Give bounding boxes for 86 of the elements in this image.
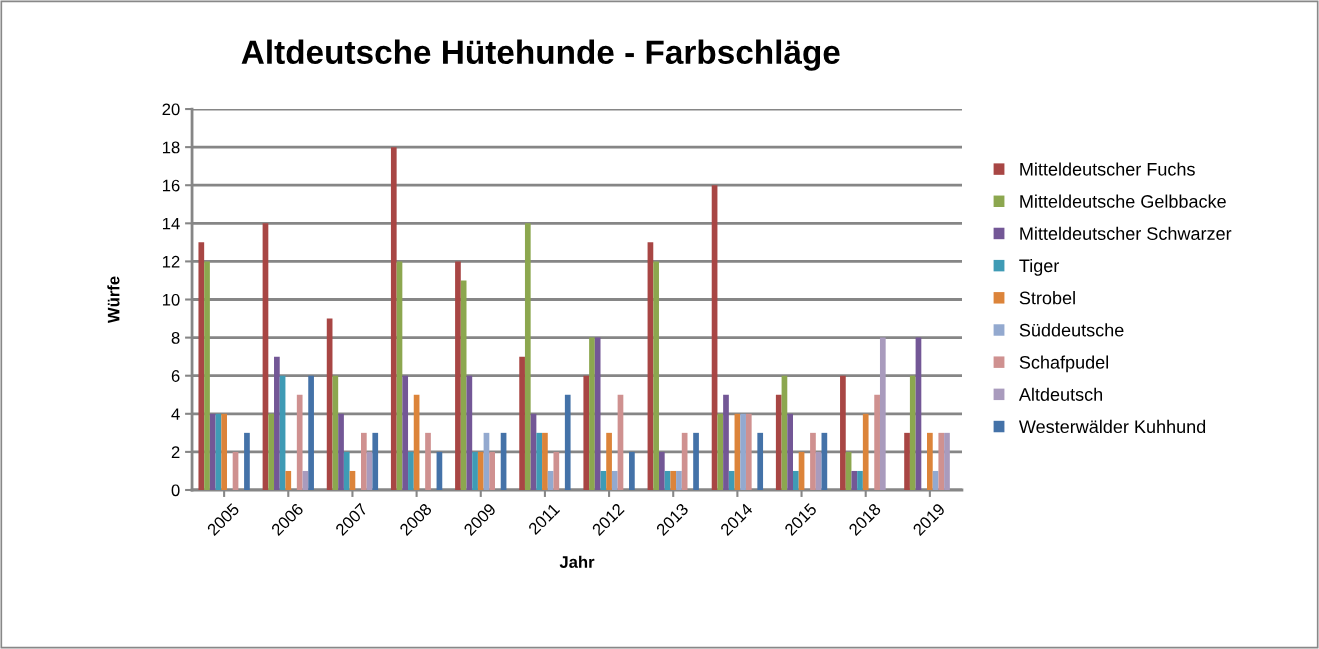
bar bbox=[757, 432, 764, 490]
x-axis-title: Jahr bbox=[559, 555, 595, 568]
legend-label: Mitteldeutsche Gelbbacke bbox=[1020, 194, 1226, 208]
bar bbox=[553, 451, 560, 490]
bar bbox=[455, 261, 461, 490]
y-tick-label: 6 bbox=[171, 370, 180, 382]
legend-label: Strobel bbox=[1019, 291, 1075, 305]
bar bbox=[274, 356, 280, 490]
bar bbox=[209, 413, 216, 490]
bar bbox=[198, 242, 205, 490]
chart-title: Altdeutsche Hütehunde - Farbschläge bbox=[241, 39, 840, 71]
legend-label: Mitteldeutscher Fuchs bbox=[1020, 162, 1195, 176]
bar bbox=[851, 470, 858, 490]
bar bbox=[221, 413, 227, 490]
bar bbox=[408, 451, 414, 490]
bar bbox=[670, 470, 677, 490]
bar bbox=[338, 413, 344, 490]
y-tick-label: 18 bbox=[162, 141, 180, 154]
bar bbox=[425, 432, 431, 490]
bar bbox=[793, 470, 799, 490]
bar bbox=[204, 261, 210, 490]
bar bbox=[390, 147, 397, 490]
bar bbox=[879, 337, 886, 490]
legend-label: Tiger bbox=[1019, 258, 1060, 276]
y-tick-label: 20 bbox=[162, 103, 180, 116]
y-tick-label: 12 bbox=[162, 255, 180, 268]
legend-label: Schafpudel bbox=[1019, 355, 1109, 373]
y-tick-label: 10 bbox=[162, 293, 180, 306]
bar bbox=[944, 432, 950, 490]
bar bbox=[564, 394, 571, 490]
bar bbox=[489, 451, 496, 490]
legend-label: Altdeutsch bbox=[1018, 387, 1103, 401]
bar bbox=[857, 470, 863, 490]
bar bbox=[676, 470, 682, 490]
bar bbox=[519, 356, 525, 490]
bar bbox=[862, 413, 869, 490]
bar bbox=[740, 413, 746, 490]
bar bbox=[460, 280, 467, 490]
bar bbox=[372, 432, 379, 490]
bar bbox=[332, 375, 339, 490]
bar bbox=[717, 413, 724, 490]
bar bbox=[723, 394, 729, 490]
bar bbox=[285, 470, 292, 490]
y-tick-label: 2 bbox=[171, 446, 180, 458]
bar bbox=[874, 394, 880, 490]
legend-label: Süddeutsche bbox=[1019, 323, 1124, 337]
bar bbox=[909, 375, 916, 490]
y-tick-label: 8 bbox=[171, 332, 180, 344]
bar bbox=[611, 470, 618, 490]
bar bbox=[343, 451, 350, 490]
bar bbox=[840, 375, 846, 490]
bar bbox=[402, 375, 409, 490]
legend-label: Mitteldeutscher Schwarzer bbox=[1020, 226, 1232, 240]
bar bbox=[268, 413, 275, 490]
bar bbox=[542, 432, 548, 490]
bar bbox=[472, 451, 478, 490]
bar bbox=[927, 432, 933, 490]
bar bbox=[787, 413, 793, 490]
y-tick-label: 16 bbox=[162, 179, 180, 192]
bar bbox=[728, 470, 735, 490]
bar bbox=[606, 432, 612, 490]
y-tick-label: 14 bbox=[162, 217, 180, 230]
bar bbox=[361, 432, 367, 490]
bar bbox=[815, 451, 822, 490]
bar bbox=[904, 432, 910, 490]
y-tick-label: 0 bbox=[171, 484, 180, 497]
bar bbox=[536, 432, 543, 490]
bar bbox=[477, 451, 484, 490]
bar bbox=[308, 375, 314, 490]
bar bbox=[810, 432, 816, 490]
bar bbox=[296, 394, 303, 490]
bar bbox=[583, 375, 590, 490]
bar bbox=[524, 223, 531, 490]
bar bbox=[658, 451, 665, 490]
bar bbox=[938, 432, 945, 490]
bar bbox=[589, 337, 595, 490]
bar bbox=[693, 432, 699, 490]
y-tick-label: 4 bbox=[171, 408, 180, 420]
bar bbox=[629, 451, 635, 490]
bar bbox=[745, 413, 752, 490]
bar bbox=[653, 261, 659, 490]
legend-label: Westerwälder Kuhhund bbox=[1018, 419, 1206, 434]
y-axis-title: Würfe bbox=[107, 276, 120, 324]
bar bbox=[244, 432, 250, 490]
bar bbox=[775, 394, 782, 490]
bar bbox=[594, 337, 601, 490]
